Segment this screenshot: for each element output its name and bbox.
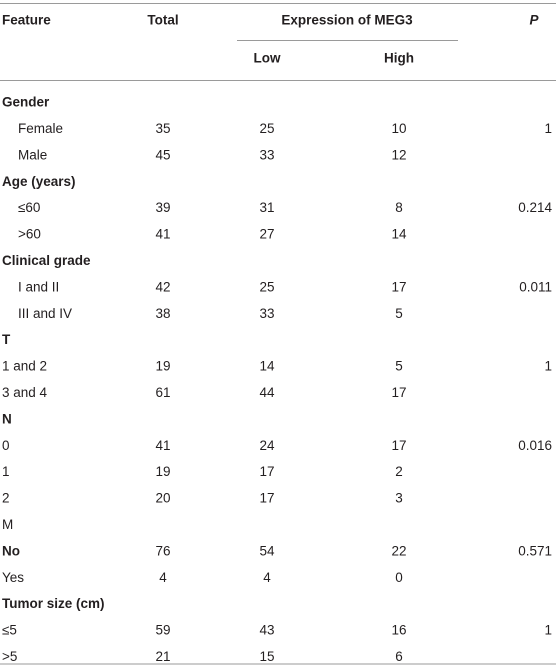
cell-p: 0.214 <box>518 200 552 215</box>
cell-total: 45 <box>155 147 170 162</box>
cell-low: 27 <box>259 227 274 242</box>
cell-total: 35 <box>155 121 170 136</box>
cell-high: 12 <box>391 147 406 162</box>
cell-low: 15 <box>259 649 274 664</box>
cell-high: 0 <box>395 570 403 585</box>
group-label: N <box>2 411 12 426</box>
cell-total: 4 <box>159 570 167 585</box>
cell-total: 41 <box>155 438 170 453</box>
header-group: Expression of MEG3 <box>281 13 413 28</box>
header-p: P <box>529 13 539 28</box>
cell-p: 0.571 <box>518 543 552 558</box>
cell-low: 14 <box>259 359 275 374</box>
cell-high: 17 <box>391 385 406 400</box>
cell-low: 17 <box>259 464 274 479</box>
row-label: I and II <box>18 279 59 294</box>
cell-high: 3 <box>395 491 403 506</box>
row-label: Yes <box>2 570 24 585</box>
cell-total: 42 <box>155 279 170 294</box>
row-label: 1 <box>2 464 10 479</box>
cell-low: 43 <box>259 623 274 638</box>
group-label: T <box>2 332 11 347</box>
cell-low: 33 <box>259 306 274 321</box>
row-label: ≤60 <box>18 200 40 215</box>
cell-p: 0.011 <box>519 279 552 294</box>
cell-total: 20 <box>155 491 170 506</box>
row-label: M <box>2 517 13 532</box>
cell-total: 19 <box>155 464 170 479</box>
cell-high: 14 <box>391 227 407 242</box>
row-label: Female <box>18 121 63 136</box>
row-label: III and IV <box>18 306 72 321</box>
header-feature: Feature <box>2 13 51 28</box>
cell-high: 2 <box>395 464 403 479</box>
cell-low: 25 <box>259 279 274 294</box>
group-label: Gender <box>2 95 50 110</box>
cell-low: 25 <box>259 121 274 136</box>
group-label: No <box>2 543 20 558</box>
cell-p: 1 <box>544 623 552 638</box>
cell-low: 24 <box>259 438 275 453</box>
cell-total: 19 <box>155 359 170 374</box>
cell-p: 0.016 <box>518 438 552 453</box>
cell-high: 10 <box>391 121 406 136</box>
row-label: >60 <box>18 227 41 242</box>
row-label: ≤5 <box>2 623 17 638</box>
cell-high: 17 <box>391 279 406 294</box>
cell-high: 8 <box>395 200 403 215</box>
cell-p: 1 <box>544 359 552 374</box>
group-label: Age (years) <box>2 174 76 189</box>
row-label: >5 <box>2 649 17 664</box>
header-high: High <box>384 51 414 66</box>
cell-total: 61 <box>155 385 170 400</box>
cell-total: 39 <box>155 200 170 215</box>
cell-high: 22 <box>391 543 406 558</box>
cell-total: 21 <box>155 649 170 664</box>
cell-low: 33 <box>259 147 274 162</box>
cell-low: 54 <box>259 543 275 558</box>
cell-high: 5 <box>395 306 403 321</box>
cell-high: 5 <box>395 359 403 374</box>
row-label: 3 and 4 <box>2 385 48 400</box>
cell-high: 16 <box>391 623 406 638</box>
row-label: 1 and 2 <box>2 359 47 374</box>
cell-total: 59 <box>155 623 170 638</box>
cell-total: 76 <box>155 543 170 558</box>
row-label: 0 <box>2 438 10 453</box>
row-label: 2 <box>2 491 10 506</box>
cell-high: 17 <box>391 438 406 453</box>
row-label: Male <box>18 147 47 162</box>
cell-total: 41 <box>155 227 170 242</box>
cell-low: 4 <box>263 570 271 585</box>
cell-low: 44 <box>259 385 275 400</box>
group-label: Clinical grade <box>2 253 91 268</box>
header-low: Low <box>254 51 281 66</box>
cell-low: 31 <box>259 200 274 215</box>
cell-low: 17 <box>259 491 274 506</box>
header-total: Total <box>147 13 178 28</box>
group-label: Tumor size (cm) <box>2 596 105 611</box>
cell-p: 1 <box>544 121 552 136</box>
cell-high: 6 <box>395 649 403 664</box>
cell-total: 38 <box>155 306 170 321</box>
